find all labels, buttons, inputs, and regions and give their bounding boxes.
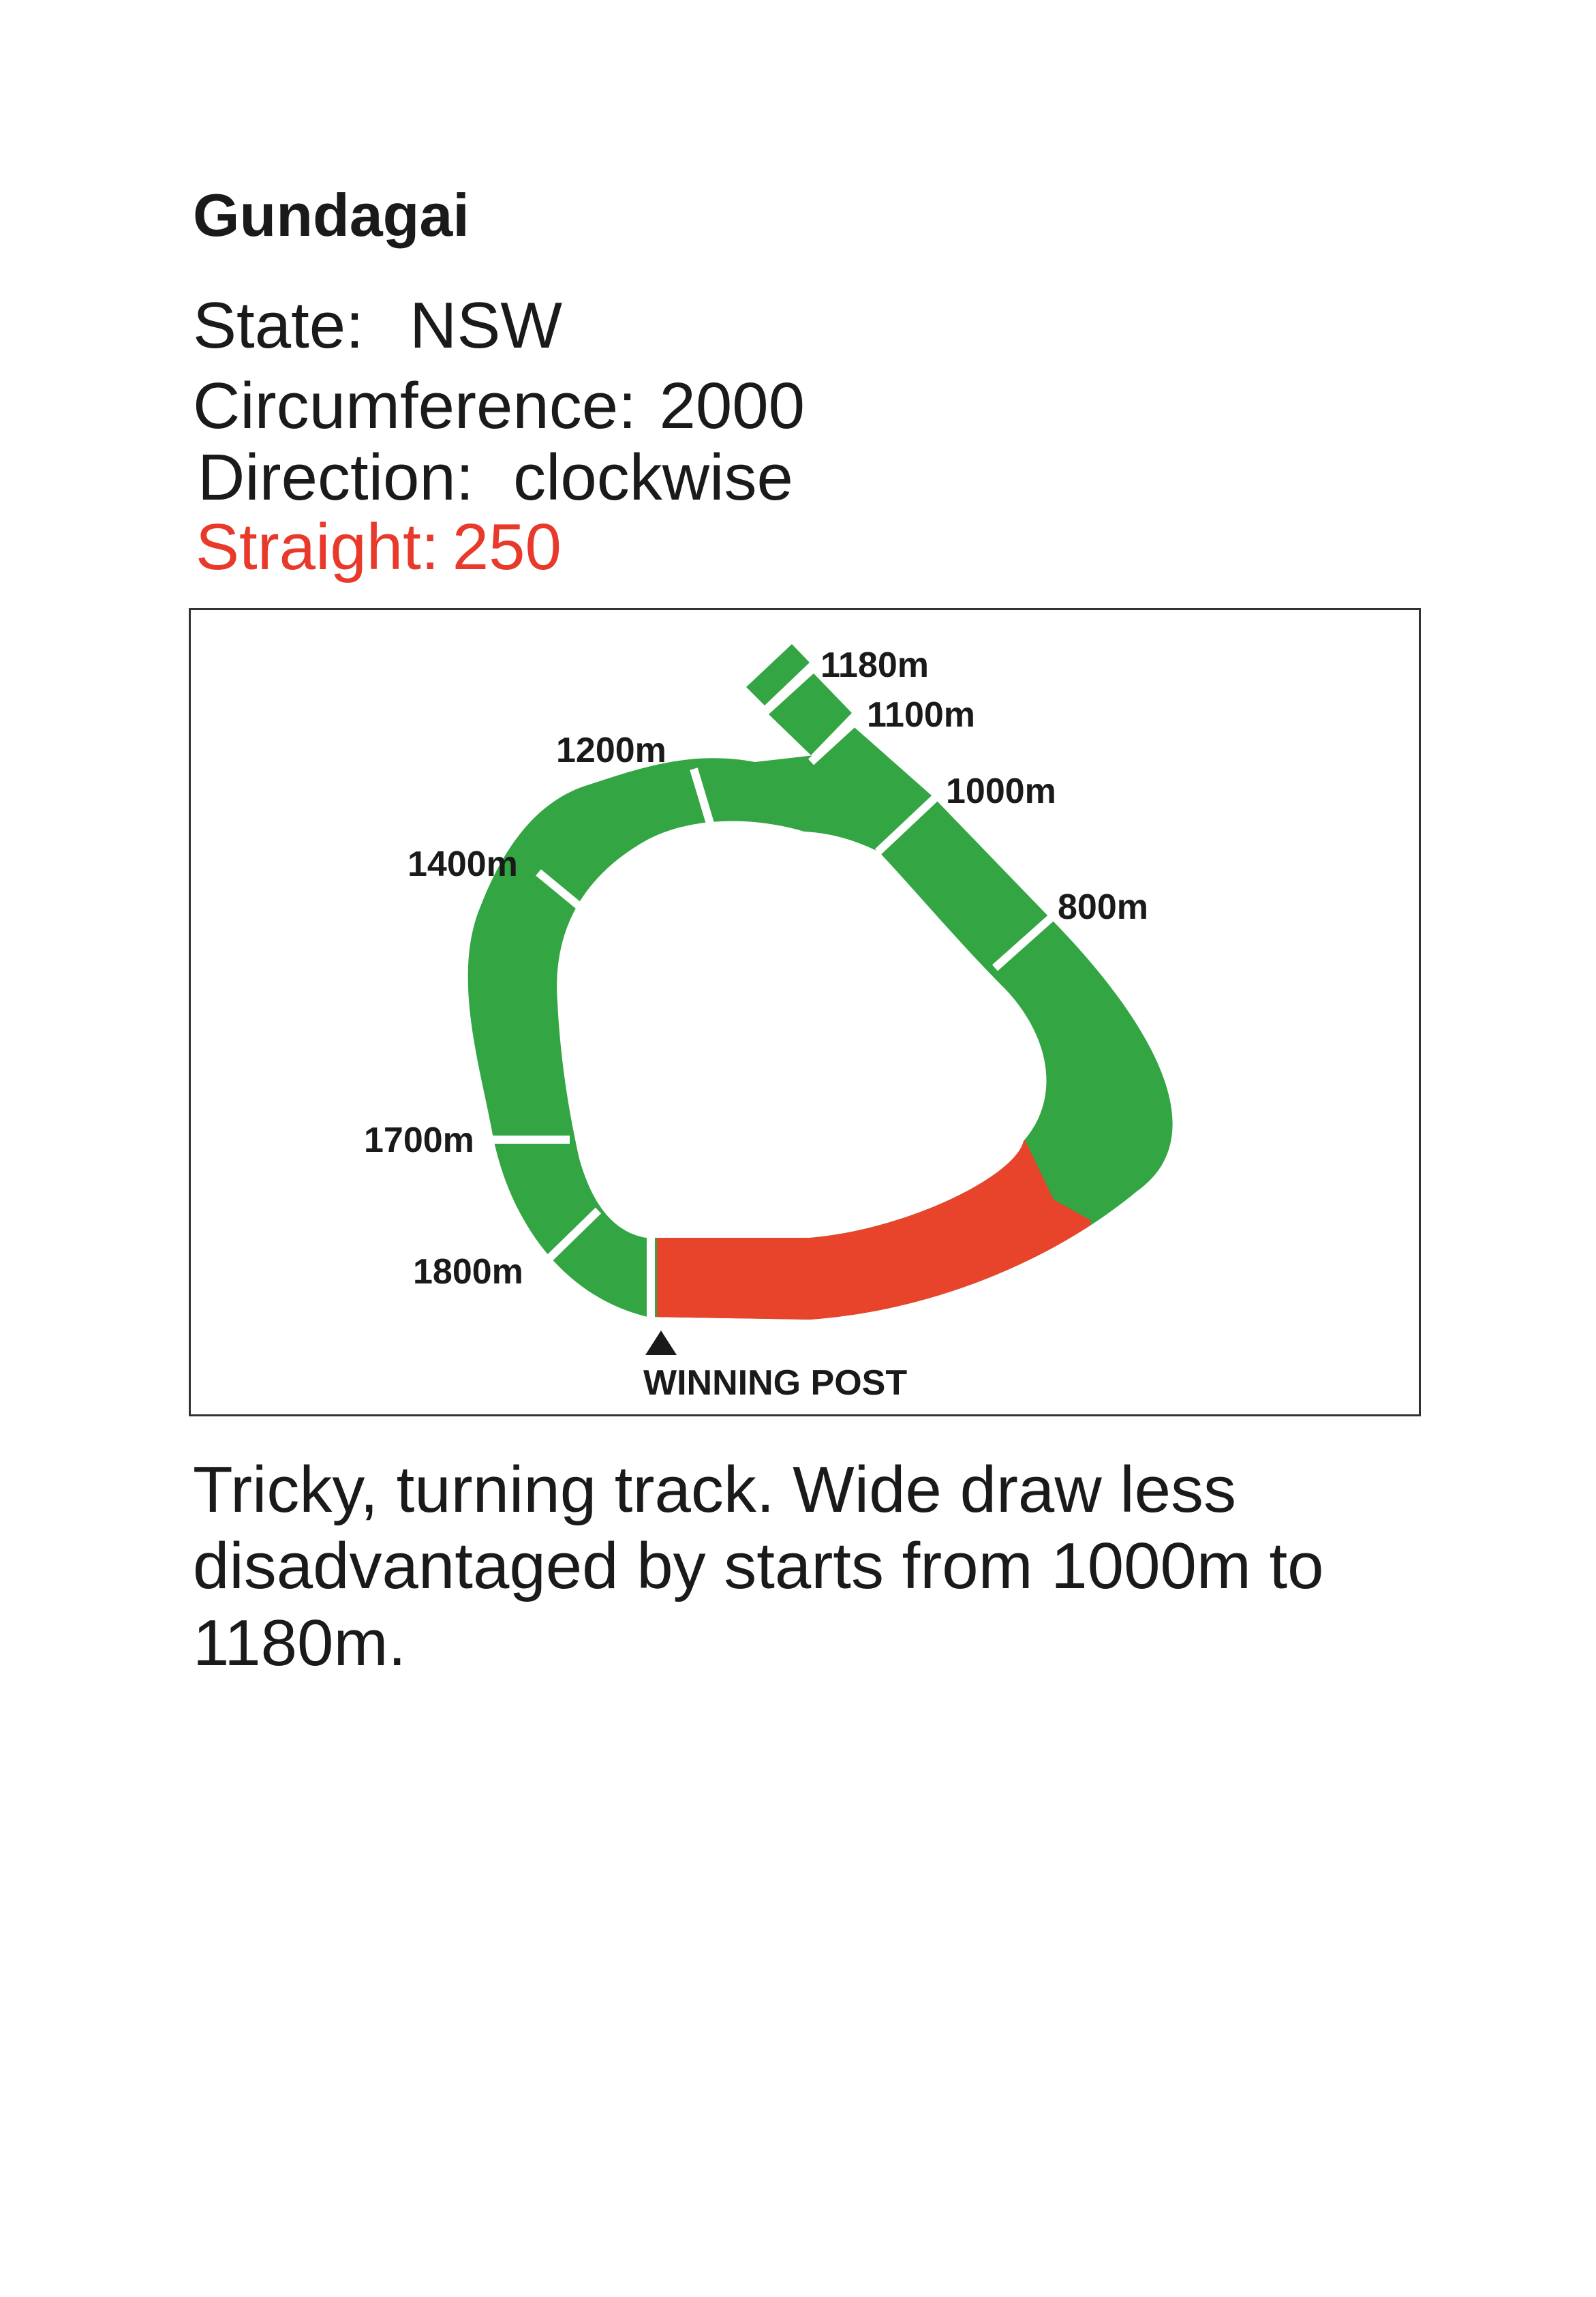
triangle-up-icon (645, 1330, 677, 1355)
circumference-row: Circumference: 2000 (193, 374, 805, 439)
marker-label-1700: 1700m (364, 1121, 474, 1160)
divider-1400 (536, 869, 599, 924)
marker-label-1000: 1000m (946, 772, 1056, 811)
chute-1100-segment (769, 673, 852, 755)
chute-1180-segment (746, 644, 810, 705)
straight-value: 250 (452, 511, 562, 583)
circumference-value: 2000 (659, 369, 805, 442)
marker-label-1100: 1100m (867, 695, 975, 735)
divider-800 (992, 909, 1060, 971)
marker-label-1200: 1200m (556, 731, 666, 770)
state-value: NSW (410, 289, 562, 362)
marker-label-1800: 1800m (413, 1252, 523, 1292)
marker-label-1180: 1180m (820, 645, 929, 685)
marker-label-800: 800m (1058, 887, 1148, 927)
marker-label-1400: 1400m (408, 845, 518, 884)
state-row: State: NSW (193, 293, 562, 359)
straight-row: Straight: 250 (196, 515, 562, 580)
divider-1100 (808, 714, 863, 765)
divider-1200 (690, 767, 718, 838)
direction-row: Direction: clockwise (198, 445, 793, 511)
track-map-frame (189, 608, 1421, 1416)
course-title: Gundagai (193, 181, 470, 249)
divider-1800 (542, 1207, 602, 1266)
straight-label: Straight: (196, 511, 440, 583)
distance-dividers (491, 714, 1060, 1326)
track-description: Tricky, turning track. Wide draw less di… (193, 1453, 1324, 1679)
direction-label: Direction: (198, 441, 474, 514)
state-label: State: (193, 289, 364, 362)
direction-value: clockwise (513, 441, 793, 514)
winning-post-label: WINNING POST (643, 1363, 907, 1403)
divider-1000 (874, 793, 940, 855)
circumference-label: Circumference: (193, 369, 636, 442)
